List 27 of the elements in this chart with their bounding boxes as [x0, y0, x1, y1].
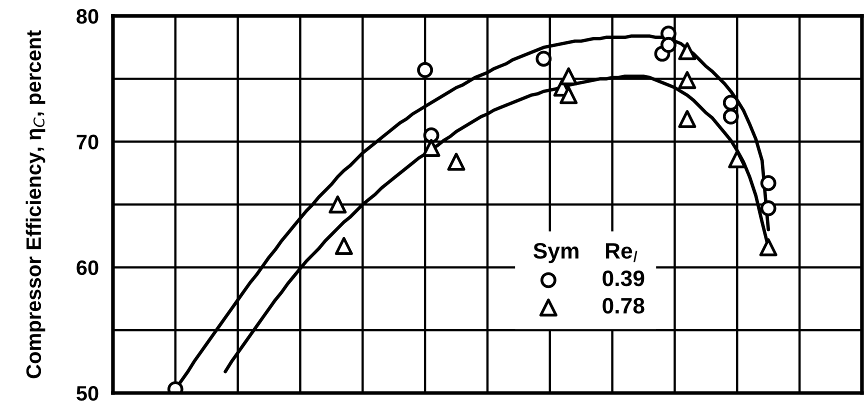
point	[328, 195, 347, 214]
legend-label: 0.78	[602, 298, 644, 314]
y-tick-label: 80	[76, 8, 98, 24]
point	[560, 86, 578, 104]
point	[660, 36, 676, 53]
legend-label: 0.39	[602, 270, 644, 286]
point	[722, 108, 739, 124]
point	[334, 236, 353, 255]
point	[760, 175, 776, 192]
point	[678, 71, 696, 90]
point	[759, 238, 778, 256]
y-tick-label: 70	[76, 134, 98, 150]
point	[422, 138, 440, 157]
point	[678, 42, 696, 60]
point	[760, 200, 776, 216]
point	[678, 110, 696, 128]
point	[423, 127, 440, 144]
y-tick-label: 60	[76, 260, 98, 276]
legend-title: Sym Re$_{I}$	[533, 243, 638, 264]
point	[417, 62, 434, 78]
point	[728, 150, 746, 168]
point	[722, 94, 739, 111]
point	[560, 67, 578, 86]
y-axis-title: Compressor Efficiency, η$_{C}$, percent	[26, 30, 46, 378]
y-tick-label: 50	[76, 386, 98, 401]
point	[536, 50, 552, 67]
point	[447, 152, 466, 171]
